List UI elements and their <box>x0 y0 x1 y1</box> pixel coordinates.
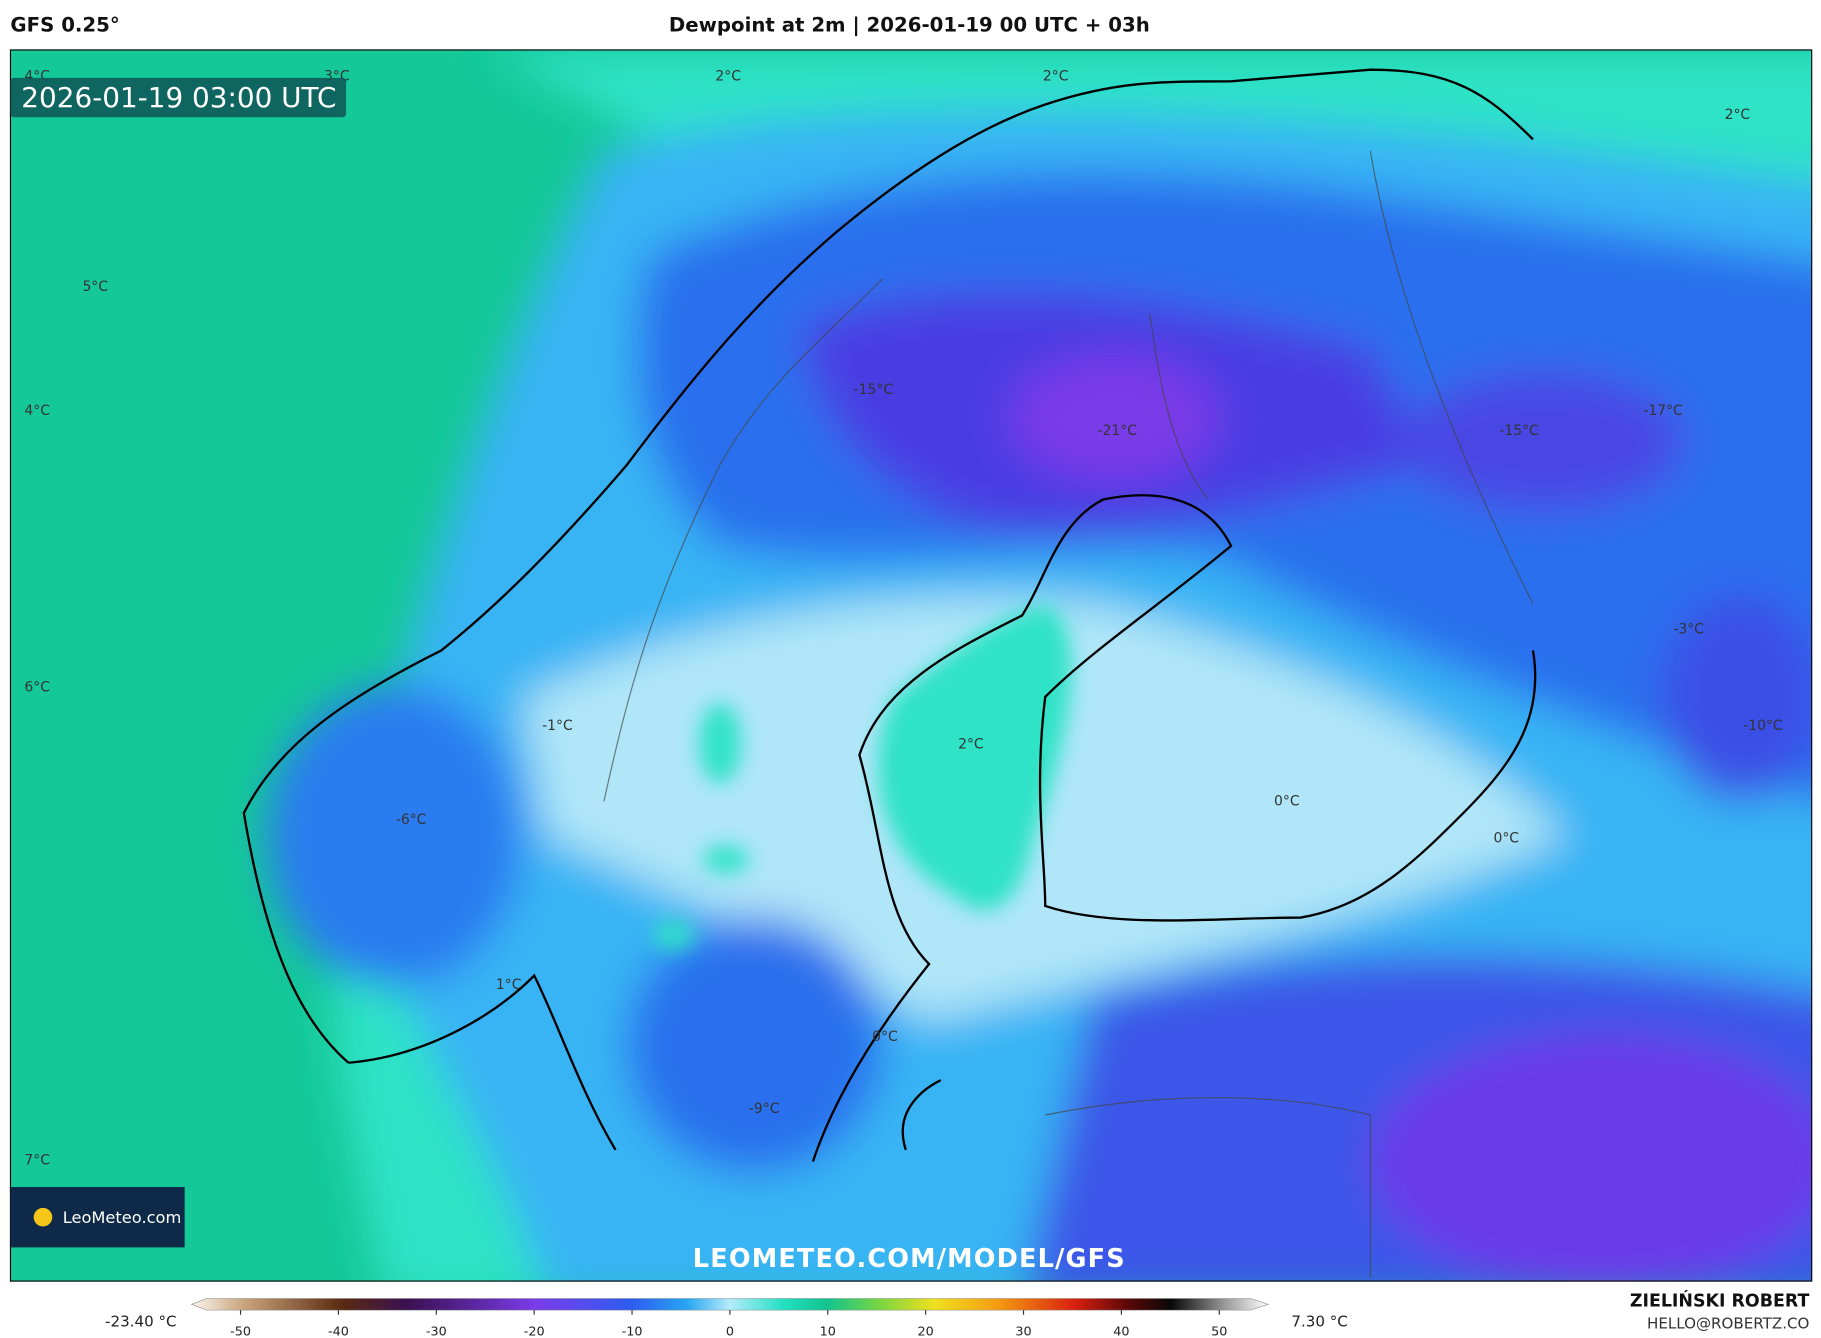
colorbar-tick-label: 50 <box>1211 1325 1227 1338</box>
colorbar-tick-label: 30 <box>1015 1325 1031 1338</box>
contour-label: -15°C <box>854 382 893 398</box>
contour-label: 2°C <box>715 69 741 85</box>
contour-label: 7°C <box>24 1152 50 1168</box>
watermark: LEOMETEO.COM/MODEL/GFS <box>693 1244 1126 1274</box>
timestamp: 2026-01-19 03:00 UTC <box>21 81 336 114</box>
colorbar <box>190 1298 1270 1311</box>
colorbar-max: 7.30 °C <box>1291 1312 1347 1330</box>
contour-label: 0°C <box>1494 831 1520 847</box>
contour-labels: 4°C 3°C 2°C 2°C 2°C 5°C 4°C -15°C -21°C … <box>24 69 1782 1169</box>
contour-label: 2°C <box>1043 69 1069 85</box>
logo-text: LeoMeteo.com <box>63 1208 182 1227</box>
colorbar-tick-label: -30 <box>426 1325 447 1338</box>
contour-label: -10°C <box>1743 718 1782 734</box>
logo-sun <box>33 1207 53 1227</box>
map-field <box>10 49 1812 1282</box>
colorbar-tick-label: -10 <box>622 1325 643 1338</box>
timestamp-box <box>10 77 347 118</box>
contour-label: 0°C <box>872 1029 898 1045</box>
contour-label: -3°C <box>1673 622 1704 638</box>
map-frame <box>9 49 1813 1282</box>
contour-label: -9°C <box>749 1101 780 1117</box>
colorbar-tick-label: -50 <box>230 1325 251 1338</box>
author: ZIELIŃSKI ROBERT <box>1630 1290 1810 1312</box>
colorbar-tick-label: 20 <box>918 1325 934 1338</box>
borders <box>603 150 1534 1278</box>
email: HELLO@ROBERTZ.CO <box>1647 1315 1810 1333</box>
contour-label: -21°C <box>1098 423 1137 439</box>
contour-label: 5°C <box>82 279 108 295</box>
contour-label: -6°C <box>396 812 427 828</box>
contour-label: 2°C <box>958 736 984 752</box>
model-name: GFS 0.25° <box>10 13 119 36</box>
colorbar-min: -23.40 °C <box>105 1312 176 1330</box>
contour-label: -17°C <box>1643 403 1682 419</box>
colorbar-tick-label: 10 <box>820 1325 836 1338</box>
colorbar-tick-label: 40 <box>1113 1325 1129 1338</box>
contour-label: -1°C <box>542 718 573 734</box>
contour-label: 4°C <box>24 403 50 419</box>
colorbar-tick-label: 0 <box>726 1325 734 1338</box>
map-title: Dewpoint at 2m | 2026-01-19 00 UTC + 03h <box>669 13 1150 36</box>
contour-label: -15°C <box>1499 423 1538 439</box>
contour-label: 2°C <box>1725 107 1751 123</box>
coastline <box>242 68 1537 1162</box>
colorbar-tick-label: -40 <box>328 1325 349 1338</box>
colorbar-tick-label: -20 <box>524 1325 545 1338</box>
contour-label: 1°C <box>496 977 522 993</box>
contour-label: 6°C <box>24 680 50 696</box>
contour-label: 0°C <box>1274 793 1300 809</box>
